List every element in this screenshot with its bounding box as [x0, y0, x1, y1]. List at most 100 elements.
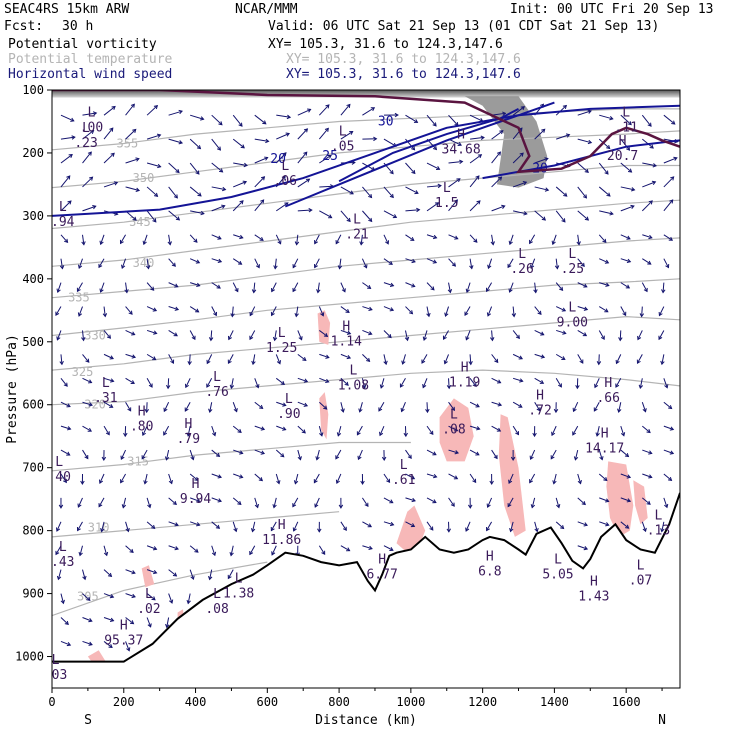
- wind-vector-37: [82, 449, 89, 459]
- wind-vector-head-205: [249, 311, 254, 317]
- wind-vector-head-408: [487, 264, 492, 270]
- wind-vector-353: [426, 234, 437, 239]
- wind-vector-head-76: [124, 289, 129, 294]
- wind-vector-head-59: [105, 431, 110, 436]
- wind-vector-head-512: [626, 146, 631, 151]
- wind-vector-30: [77, 282, 83, 292]
- wind-vector-head-404: [496, 151, 501, 156]
- wind-vector-262: [318, 306, 324, 316]
- wind-vector-171: [211, 449, 220, 457]
- wind-vector-151: [189, 473, 199, 481]
- extremum-value-28: .61: [392, 473, 415, 488]
- theta-label-4: 325: [72, 365, 94, 379]
- wind-vector-340: [402, 354, 406, 365]
- wind-vector-head-45: [88, 641, 93, 646]
- wind-vector-513: [620, 162, 632, 173]
- wind-vector-head-31: [77, 312, 83, 317]
- wind-vector-378: [448, 401, 455, 411]
- wind-vector-211: [254, 449, 265, 455]
- wind-vector-head-368: [459, 159, 464, 165]
- wind-vector-head-519: [622, 311, 627, 317]
- wind-vector-435: [508, 473, 514, 484]
- wind-vector-head-279: [337, 265, 343, 270]
- extremum-value-15: 1.08: [338, 379, 369, 394]
- wind-vector-head-116: [175, 168, 180, 174]
- wind-vector-484: [577, 354, 584, 364]
- wind-vector-131: [168, 521, 179, 526]
- wind-vector-542: [642, 425, 651, 433]
- wind-vector-286: [337, 426, 342, 436]
- wind-vector-160: [211, 186, 226, 191]
- cloud-patch-8: [87, 650, 106, 662]
- wind-vector-head-90: [129, 620, 135, 625]
- wind-vector-head-558: [664, 384, 669, 389]
- wind-vector-83: [120, 449, 127, 460]
- wind-vector-head-78: [131, 331, 136, 336]
- wind-vector-8: [55, 306, 62, 316]
- wind-vector-head-394: [468, 361, 473, 366]
- y-tick-label-4: 500: [22, 335, 44, 349]
- wind-vector-41: [79, 545, 83, 556]
- wind-vector-517: [620, 258, 631, 263]
- wind-vector-head-536: [643, 287, 648, 293]
- wind-vector-head-111: [153, 569, 158, 575]
- wind-vector-330: [405, 114, 418, 123]
- wind-vector-441: [534, 186, 549, 191]
- wind-vector-87: [125, 545, 134, 553]
- wind-vector-552: [663, 234, 673, 241]
- wind-vector-367: [448, 138, 462, 146]
- wind-vector-head-68: [108, 644, 113, 649]
- wind-vector-head-437: [509, 527, 514, 533]
- wind-vector-head-170: [212, 432, 217, 437]
- wind-vector-head-457: [565, 133, 571, 138]
- wind-vector-head-178: [240, 144, 245, 149]
- wind-vector-518: [620, 282, 630, 289]
- wind-vector-96: [146, 210, 157, 223]
- extremum-letter-28: L: [400, 458, 408, 473]
- wind-vector-head-472: [556, 504, 561, 509]
- wind-vector-head-475: [587, 139, 593, 145]
- wind-vector-75: [121, 258, 127, 269]
- wind-vector-head-372: [451, 262, 457, 267]
- wind-vector-394: [469, 354, 472, 365]
- wind-vector-head-331: [411, 146, 416, 151]
- wind-vector-head-461: [551, 240, 556, 246]
- wind-vector-277: [340, 210, 351, 222]
- wind-vector-105: [142, 425, 148, 436]
- wind-vector-head-468: [553, 408, 559, 414]
- wind-vector-389: [469, 234, 478, 243]
- wind-vector-head-327: [389, 499, 394, 504]
- wind-vector-368: [448, 161, 463, 164]
- wind-vector-head-6: [59, 265, 65, 270]
- wind-vector-head-301: [368, 331, 373, 336]
- wind-vector-561: [663, 449, 674, 454]
- wind-vector-head-126: [163, 407, 168, 413]
- wind-vector-205: [249, 306, 256, 316]
- wind-vector-head-559: [668, 405, 673, 410]
- extremum-value-27: 9.94: [180, 492, 211, 507]
- wind-vector-559: [663, 401, 672, 409]
- wind-vector-head-346: [411, 497, 416, 503]
- terrain-fill: [52, 492, 680, 688]
- wind-vector-319: [383, 306, 394, 311]
- wind-vector-head-19: [56, 575, 62, 581]
- x-tick-label-2: 400: [185, 695, 207, 709]
- wind-vector-252: [293, 521, 299, 532]
- wind-vector-170: [211, 425, 216, 436]
- wind-vector-555: [658, 306, 665, 316]
- wind-vector-head-229: [282, 426, 287, 431]
- wind-vector-head-449: [539, 379, 545, 384]
- wind-vector-head-70: [132, 128, 137, 133]
- wind-vector-head-335: [410, 236, 415, 241]
- wind-vector-530: [642, 138, 654, 149]
- extremum-value-7: 20.7: [607, 149, 638, 164]
- cloud-patch-6: [141, 565, 155, 588]
- extremum-value-16: 1.19: [449, 375, 480, 390]
- wind-vector-63: [101, 521, 105, 532]
- wind-vector-167: [206, 354, 213, 364]
- wind-vector-177: [232, 114, 243, 127]
- extremum-value-2: .05: [331, 139, 354, 154]
- wind-vector-head-289: [338, 504, 344, 509]
- wind-vector-126: [163, 402, 170, 412]
- wind-vector-130: [168, 497, 177, 505]
